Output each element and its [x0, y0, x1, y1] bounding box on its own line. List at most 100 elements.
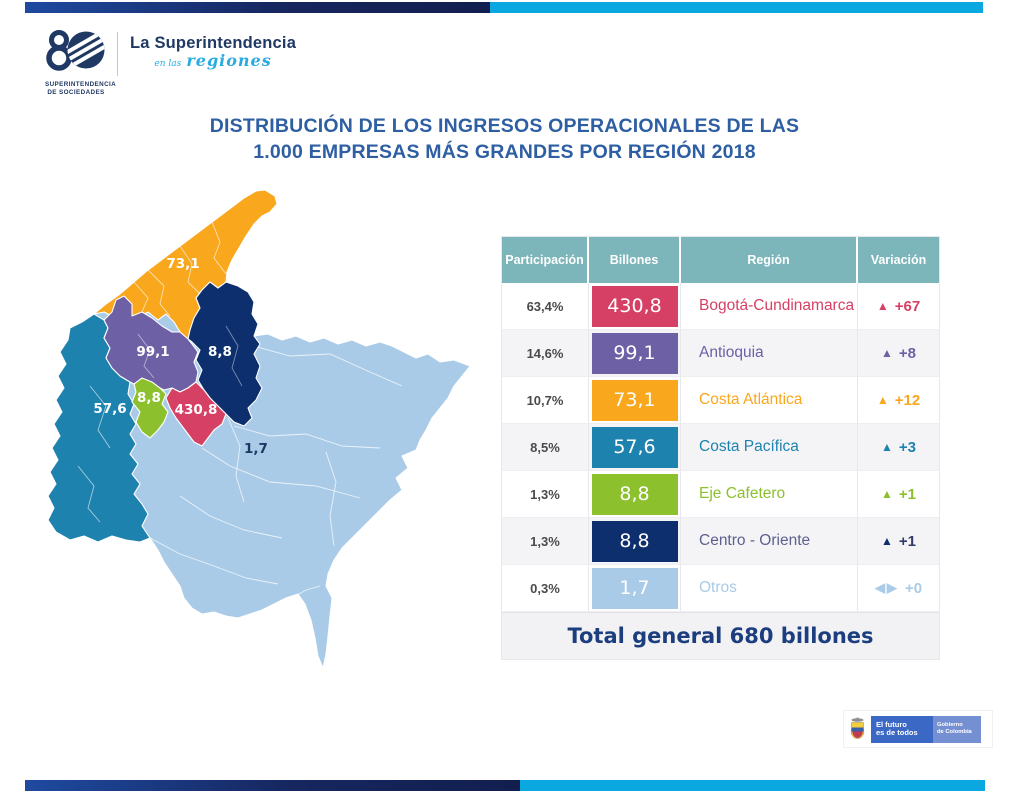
map-region-bogota-cundinamarca	[165, 381, 227, 447]
row-region: Bogotá-Cundinamarca	[681, 283, 858, 330]
gov-slogan-box: El futuro es de todos	[871, 715, 933, 743]
row-variacion: ▲ +12	[858, 377, 939, 424]
map-label-Costa Pacífica: 57,6	[93, 401, 126, 417]
map-teal-borders	[77, 385, 111, 523]
table-body: 63,4% 430,8 Bogotá-Cundinamarca ▲ +67 14…	[502, 283, 939, 612]
column-header-region: Región	[681, 237, 858, 283]
table-row: 8,5% 57,6 Costa Pacífica ▲ +3	[502, 424, 939, 471]
colombia-map-svg: 73,1 99,1 8,8 57,6 8,8 430,8 1,7	[47, 189, 471, 669]
map-region-costa-atlantica	[93, 189, 278, 340]
row-participacion: 1,3%	[502, 518, 589, 565]
row-region: Centro - Oriente	[681, 518, 858, 565]
logo-80-mark: SUPERINTENDENCIA DE SOCIEDADES	[45, 26, 117, 97]
table-row: 63,4% 430,8 Bogotá-Cundinamarca ▲ +67	[502, 283, 939, 330]
variation-arrow-icon: ▲	[881, 487, 893, 501]
row-variacion: ▲ +1	[858, 518, 939, 565]
tagline-script-big: regiones	[186, 51, 272, 70]
tagline-script-small: en las	[154, 59, 182, 69]
row-billones-chip: 8,8	[591, 473, 678, 515]
page-title: DISTRIBUCIÓN DE LOS INGRESOS OPERACIONAL…	[0, 113, 1009, 165]
table-row: 0,3% 1,7 Otros ◀▶ +0	[502, 565, 939, 612]
top-bar-cyan-segment	[490, 2, 983, 13]
row-variacion: ◀▶ +0	[858, 565, 939, 612]
tagline-main: La Superintendencia	[130, 34, 297, 52]
variation-arrow-icon: ▲	[881, 534, 893, 548]
row-participacion: 8,5%	[502, 424, 589, 471]
variation-arrow-icon: ▲	[881, 440, 893, 454]
map-navy-border	[225, 325, 243, 387]
logo-org-name: SUPERINTENDENCIA DE SOCIEDADES	[45, 81, 117, 97]
gobierno-colombia-logo: El futuro es de todos Gobierno de Colomb…	[843, 710, 993, 748]
row-participacion: 63,4%	[502, 283, 589, 330]
map-label-Otros: 1,7	[244, 441, 268, 457]
logo-org-line1: SUPERINTENDENCIA	[45, 81, 117, 88]
column-header-billones: Billones	[589, 237, 681, 283]
row-variacion: ▲ +67	[858, 283, 939, 330]
row-region: Costa Atlántica	[681, 377, 858, 424]
logo-80-icon	[46, 30, 108, 71]
row-participacion: 1,3%	[502, 471, 589, 518]
row-billones-chip: 1,7	[591, 567, 678, 609]
gov-name-line2: de Colombia	[937, 729, 972, 735]
top-brand-bar	[25, 2, 983, 13]
gov-slogan-line2: es de todos	[876, 728, 918, 737]
total-label: Total general 680 billones	[567, 624, 874, 648]
logo-tagline: La Superintendencia en las regiones	[130, 26, 296, 70]
map-department-borders	[149, 345, 403, 599]
row-variacion-value: +1	[898, 532, 916, 550]
map-label-Eje Cafetero: 8,8	[137, 390, 161, 406]
row-variacion-value: +12	[894, 391, 921, 409]
row-participacion: 14,6%	[502, 330, 589, 377]
table-row: 1,3% 8,8 Eje Cafetero ▲ +1	[502, 471, 939, 518]
map-orange-borders	[133, 221, 227, 317]
row-participacion: 0,3%	[502, 565, 589, 612]
region-data-table: Participación Billones Región Variación …	[501, 236, 940, 660]
row-region: Eje Cafetero	[681, 471, 858, 518]
colombia-crest-icon	[850, 717, 865, 739]
row-region: Costa Pacífica	[681, 424, 858, 471]
bottom-bar-navy-segment	[25, 780, 520, 791]
map-label-Costa Atlántica: 73,1	[166, 256, 199, 272]
page-title-line1: DISTRIBUCIÓN DE LOS INGRESOS OPERACIONAL…	[209, 115, 800, 137]
map-label-Bogotá-Cundinamarca: 430,8	[175, 402, 218, 418]
top-bar-navy-segment	[25, 2, 490, 13]
row-billones-chip: 8,8	[591, 520, 678, 562]
table-header: Participación Billones Región Variación	[502, 237, 939, 283]
map-value-labels: 73,1 99,1 8,8 57,6 8,8 430,8 1,7	[93, 256, 268, 457]
variation-arrow-icon: ▲	[876, 393, 889, 407]
map-label-Centro - Oriente: 8,8	[208, 344, 232, 360]
page-title-line2: 1.000 EMPRESAS MÁS GRANDES POR REGIÓN 20…	[253, 141, 756, 163]
row-billones-chip: 99,1	[591, 332, 678, 374]
row-variacion-value: +0	[904, 579, 923, 597]
total-row: Total general 680 billones	[502, 612, 939, 659]
row-variacion-value: +1	[898, 485, 916, 503]
bottom-brand-bar	[25, 780, 985, 791]
map-region-eje-cafetero	[131, 377, 169, 439]
row-region: Antioquia	[681, 330, 858, 377]
map-label-Antioquia: 99,1	[136, 344, 169, 360]
row-billones-chip: 57,6	[591, 426, 678, 468]
variation-arrow-icon: ▲	[881, 346, 893, 360]
row-billones-chip: 430,8	[591, 285, 678, 327]
row-variacion-value: +3	[898, 438, 916, 456]
table-row: 10,7% 73,1 Costa Atlántica ▲ +12	[502, 377, 939, 424]
row-participacion: 10,7%	[502, 377, 589, 424]
logo-divider	[117, 32, 118, 76]
column-header-participacion: Participación	[502, 237, 589, 283]
row-variacion: ▲ +1	[858, 471, 939, 518]
logo-org-line2: DE SOCIEDADES	[47, 89, 105, 96]
gov-slogan-line1: El futuro	[876, 719, 907, 729]
row-variacion-value: +8	[898, 344, 916, 362]
row-region: Otros	[681, 565, 858, 612]
map-purple-border	[137, 333, 155, 379]
gov-name-line1: Gobierno	[937, 722, 963, 728]
bottom-bar-cyan-segment	[520, 780, 985, 791]
row-variacion-value: +67	[894, 297, 921, 315]
variation-arrow-icon: ◀▶	[874, 580, 899, 595]
gov-name-box: Gobierno de Colombia	[933, 715, 981, 743]
row-variacion: ▲ +8	[858, 330, 939, 377]
column-header-variacion: Variación	[870, 253, 927, 267]
colombia-map: 73,1 99,1 8,8 57,6 8,8 430,8 1,7	[30, 186, 471, 686]
tagline-script: en las regiones	[130, 51, 296, 70]
table-row: 14,6% 99,1 Antioquia ▲ +8	[502, 330, 939, 377]
